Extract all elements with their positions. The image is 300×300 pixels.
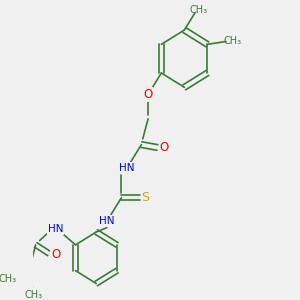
Text: HN: HN: [48, 224, 63, 234]
Text: CH₃: CH₃: [25, 290, 43, 300]
Text: CH₃: CH₃: [224, 37, 242, 46]
Text: HN: HN: [99, 215, 115, 226]
Text: O: O: [51, 248, 60, 261]
Text: O: O: [143, 88, 153, 101]
Text: CH₃: CH₃: [0, 274, 16, 284]
Text: HN: HN: [119, 163, 135, 172]
Text: S: S: [141, 191, 149, 204]
Text: O: O: [159, 141, 169, 154]
Text: CH₃: CH₃: [190, 5, 208, 15]
